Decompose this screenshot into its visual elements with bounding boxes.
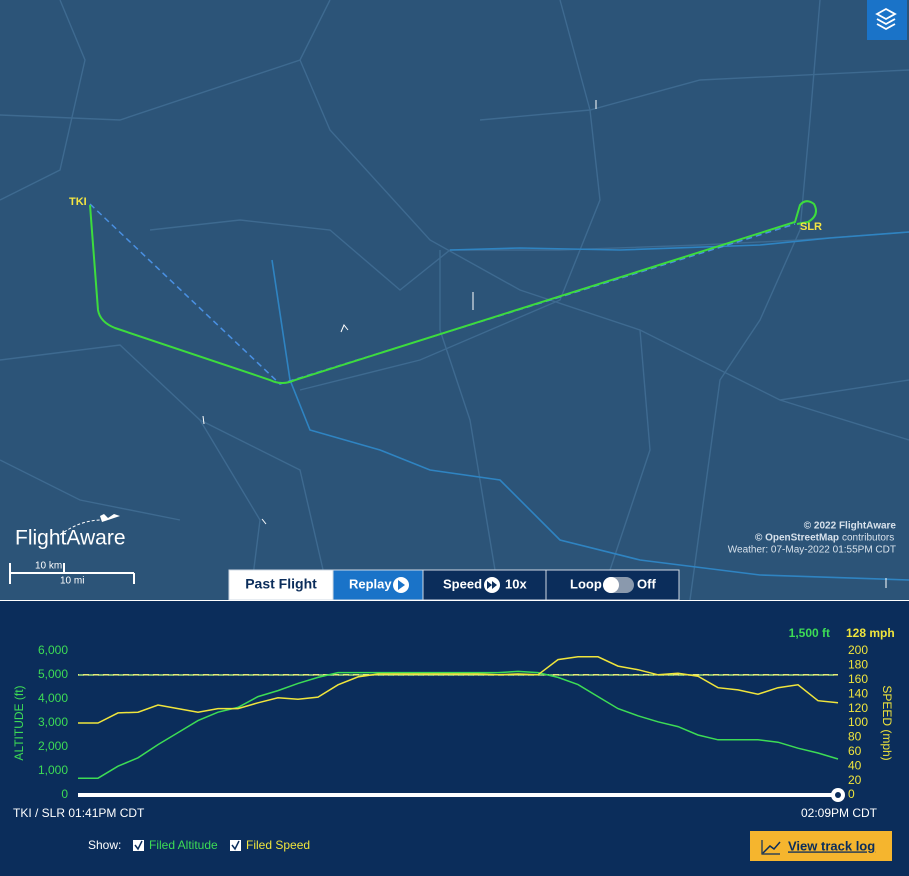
- y-tick-label: 3,000: [38, 715, 68, 729]
- y2-tick-label: 20: [848, 773, 862, 787]
- loop-state[interactable]: Off: [637, 576, 656, 591]
- current-altitude: 1,500 ft: [789, 626, 830, 640]
- layers-button[interactable]: [867, 0, 907, 40]
- y2-tick-label: 200: [848, 643, 868, 657]
- y-tick-label: 1,000: [38, 763, 68, 777]
- y-tick-label: 2,000: [38, 739, 68, 753]
- filed-speed-label[interactable]: Filed Speed: [246, 838, 310, 852]
- track-log-button[interactable]: View track log: [750, 831, 892, 861]
- y2-tick-label: 40: [848, 758, 862, 772]
- y2-tick-label: 180: [848, 658, 868, 672]
- filed-altitude-checkbox[interactable]: [133, 840, 144, 851]
- scale-km: 10 km: [35, 561, 62, 572]
- speed-value[interactable]: 10x: [505, 576, 527, 591]
- y2-tick-label: 80: [848, 730, 862, 744]
- copyright: © 2022 FlightAware: [804, 521, 897, 532]
- show-options: Show: Filed Altitude Filed Speed: [88, 838, 310, 852]
- end-label: 02:09PM CDT: [801, 806, 878, 820]
- weather: Weather: 07-May-2022 01:55PM CDT: [728, 545, 896, 556]
- replay[interactable]: Replay: [349, 576, 392, 591]
- y-axis-title: ALTITUDE (ft): [12, 685, 26, 760]
- show-label: Show:: [88, 838, 121, 852]
- y-tick-label: 4,000: [38, 691, 68, 705]
- destination-label: SLR: [800, 221, 822, 233]
- track-log[interactable]: View track log: [788, 838, 875, 853]
- filed-speed-checkbox[interactable]: [230, 840, 241, 851]
- scale-mi: 10 mi: [60, 576, 84, 587]
- y-tick-label: 6,000: [38, 643, 68, 657]
- series-line: [78, 656, 839, 724]
- series-line: [78, 670, 839, 779]
- controls: Past Flight Replay Speed 10x Loop Off: [228, 569, 680, 601]
- speed[interactable]: Speed: [443, 576, 482, 591]
- y2-tick-label: 120: [848, 701, 868, 715]
- osm-suffix: contributors: [842, 533, 894, 544]
- origin-label: TKI: [69, 196, 87, 208]
- map: TKI SLR FlightAware 10 km 10 mi © 2022 F…: [0, 0, 909, 601]
- y2-tick-label: 100: [848, 715, 868, 729]
- past-flight[interactable]: Past Flight: [245, 576, 317, 592]
- y2-tick-label: 60: [848, 744, 862, 758]
- y2-tick-label: 140: [848, 686, 868, 700]
- loop[interactable]: Loop: [570, 576, 602, 591]
- altitude-speed-chart: ALTITUDE (ft) SPEED (mph) 1,500 ft 128 m…: [12, 626, 895, 820]
- osm: © OpenStreetMap: [755, 533, 839, 544]
- y2-tick-label: 160: [848, 672, 868, 686]
- chart-panel: [0, 600, 909, 876]
- y2-tick-label: 0: [848, 787, 855, 801]
- filed-altitude-label[interactable]: Filed Altitude: [149, 838, 218, 852]
- current-speed: 128 mph: [846, 626, 895, 640]
- y2-axis-title: SPEED (mph): [880, 685, 894, 760]
- logo: FlightAware: [15, 527, 126, 550]
- start-label: TKI / SLR 01:41PM CDT: [13, 806, 145, 820]
- y-tick-label: 0: [61, 787, 68, 801]
- y-tick-label: 5,000: [38, 667, 68, 681]
- timeline-knob-center: [835, 792, 841, 798]
